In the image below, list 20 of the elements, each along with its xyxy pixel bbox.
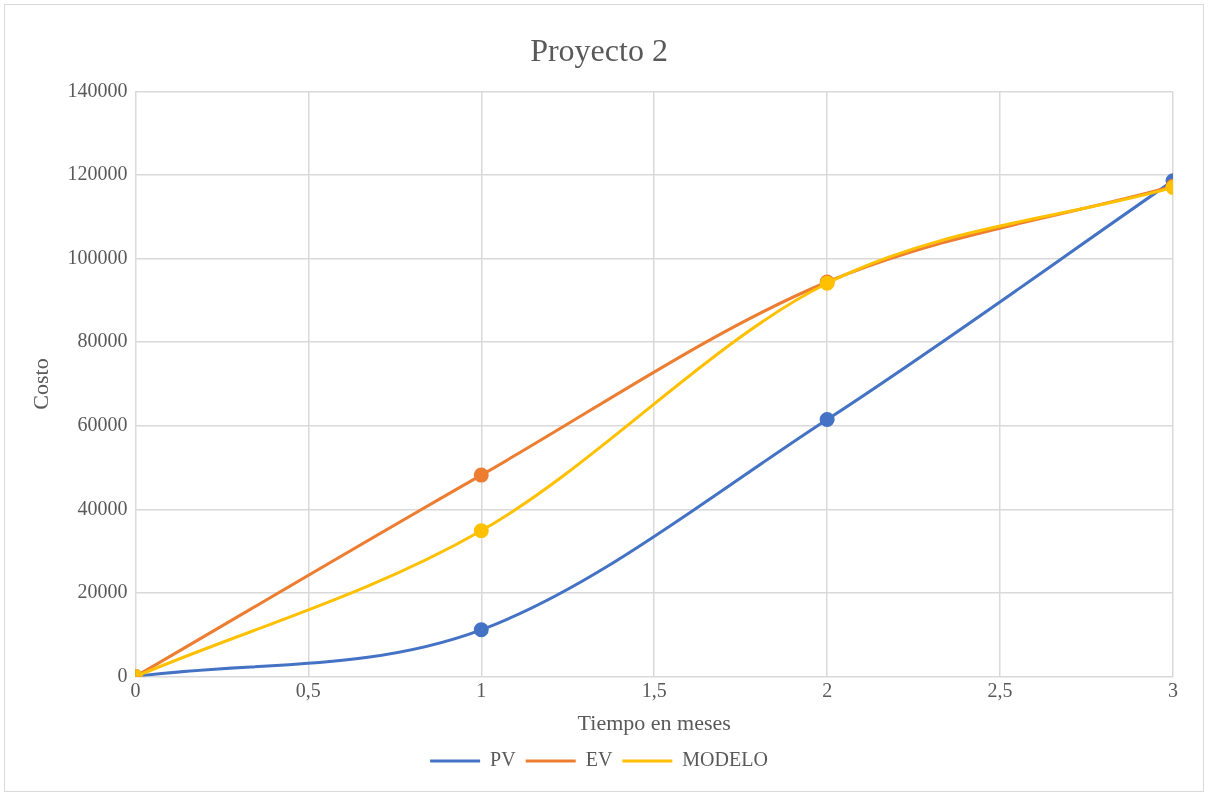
y-tick-label: 20000 [77,580,128,603]
y-tick-label: 60000 [77,413,128,436]
y-tick-label: 0 [117,663,128,686]
x-tick-label: 1 [476,678,487,701]
x-tick-label: 1,5 [641,678,667,701]
y-axis-title: Costo [27,358,53,410]
legend-label: EV [585,748,613,771]
y-tick-label: 40000 [77,496,128,519]
x-tick-label: 3 [1168,678,1178,701]
y-tick-label: 140000 [67,78,128,101]
x-axis-title: Tiempo en meses [577,709,731,735]
legend-label: PV [490,748,517,771]
x-tick-label: 2 [822,678,833,701]
legend-label: MODELO [682,748,768,771]
y-tick-label: 100000 [67,245,128,268]
x-tick-label: 0,5 [295,678,321,701]
x-tick-label: 2,5 [987,678,1013,701]
chart-title: Proyecto 2 [530,31,668,68]
y-tick-label: 120000 [67,162,128,185]
y-tick-label: 80000 [77,329,128,352]
